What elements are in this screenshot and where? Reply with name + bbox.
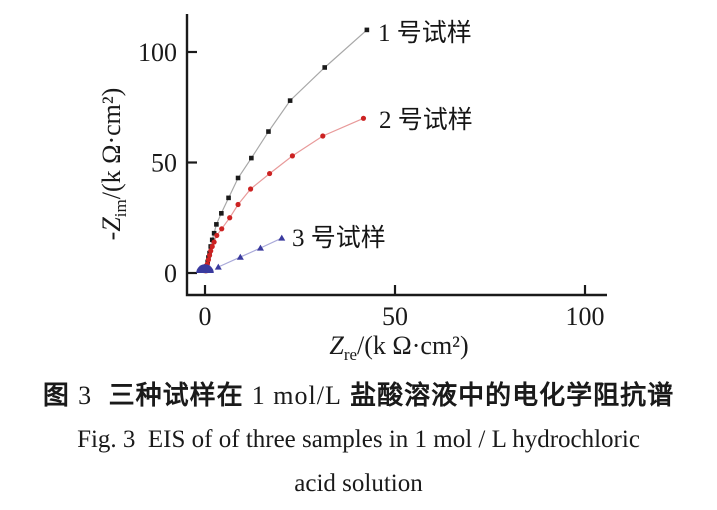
- sample-3-marker: [256, 244, 264, 251]
- x-tick-label: 100: [566, 302, 605, 331]
- sample-2-marker: [267, 170, 273, 177]
- sample-2-marker: [214, 232, 220, 239]
- figure-caption: 图 3 三种试样在 1 mol/L 盐酸溶液中的电化学阻抗谱 Fig. 3 EI…: [0, 380, 717, 499]
- sample-3-origin-arc: [196, 264, 214, 273]
- sample-1-marker: [287, 98, 293, 103]
- sample-2-marker: [235, 201, 241, 208]
- sample-1-marker: [209, 237, 215, 243]
- sample-1-marker: [214, 222, 219, 227]
- y-tick-label: 100: [138, 38, 177, 67]
- series-label-sample-2: 2 号试样: [379, 107, 473, 134]
- sample-3-marker: [214, 263, 222, 270]
- sample-1-marker: [322, 65, 327, 70]
- sample-2-marker: [205, 257, 212, 263]
- sample-1-marker: [266, 129, 271, 134]
- sample-3-marker: [278, 234, 286, 241]
- sample-2-marker: [219, 226, 225, 232]
- axes-lines: [185, 14, 607, 297]
- series-label-sample-3: 3 号试样: [292, 225, 386, 252]
- sample-2-marker: [227, 215, 233, 221]
- sample-2-marker: [211, 239, 217, 245]
- eis-nyquist-chart: 0 50 100 0 50 100 -Zim/(k Ω·cm²) Zre/(k Ω·cm²…: [96, 14, 607, 365]
- sample-1-marker: [364, 27, 370, 33]
- sample-1-marker: [249, 155, 254, 161]
- sample-1-marker: [226, 195, 231, 201]
- sample-1-marker: [211, 230, 217, 236]
- sample-2-marker: [206, 252, 213, 258]
- caption-english-line2: acid solution: [294, 470, 423, 498]
- sample-2-marker: [289, 153, 295, 159]
- y-axis-label: -Zim/(k Ω·cm²): [96, 87, 131, 241]
- x-axis-label: Zre/(k Ω·cm²): [329, 330, 469, 365]
- series-label-sample-1: 1 号试样: [378, 20, 472, 47]
- sample-2-marker: [320, 133, 326, 139]
- y-tick-label: 50: [151, 149, 177, 178]
- sample-2-marker: [209, 243, 215, 250]
- caption-chinese: 图 3 三种试样在 1 mol/L 盐酸溶液中的电化学阻抗谱: [42, 380, 675, 410]
- sample-3-line: [218, 237, 283, 268]
- sample-2-marker: [208, 248, 214, 254]
- caption-english-line1: Fig. 3 EIS of of three samples in 1 mol …: [77, 426, 640, 454]
- sample-2-marker: [360, 115, 367, 121]
- sample-1-marker: [235, 175, 241, 181]
- x-tick-label: 50: [382, 302, 408, 331]
- sample-3-marker: [236, 253, 244, 260]
- sample-2-marker: [248, 186, 254, 192]
- plot-canvas: 0 50 100 0 50 100: [138, 14, 607, 331]
- x-tick-label: 0: [199, 302, 212, 331]
- y-tick-label: 0: [164, 259, 177, 288]
- sample-1-marker: [219, 211, 224, 216]
